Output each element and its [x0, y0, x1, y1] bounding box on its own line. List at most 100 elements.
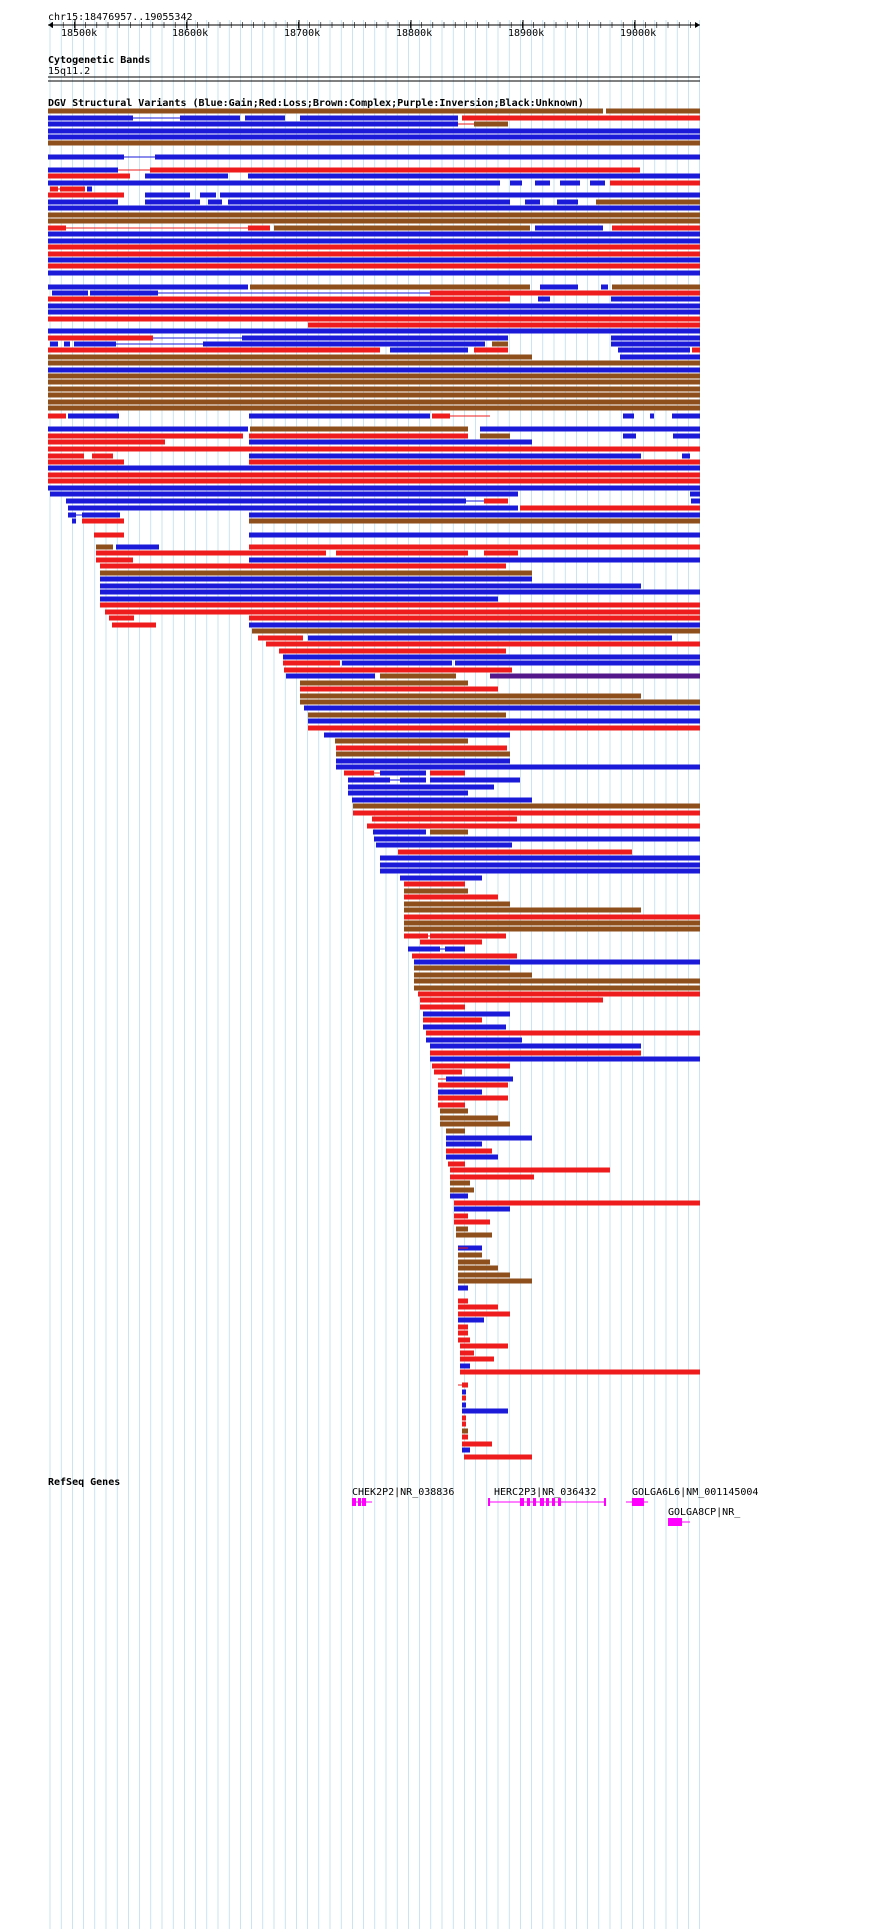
- sv-bar-gain: [286, 673, 375, 679]
- ruler-tick-label: 19000k: [620, 28, 657, 39]
- sv-bar-gain: [100, 596, 498, 602]
- gene-herc2p3-exon: [552, 1498, 555, 1506]
- sv-bar-loss: [336, 745, 507, 751]
- cytoband-label: 15q11.2: [48, 66, 91, 77]
- sv-bar-gain: [430, 777, 520, 783]
- sv-bar-gain: [400, 875, 482, 881]
- sv-bar-gain: [408, 946, 440, 952]
- sv-bar-loss: [450, 1174, 534, 1180]
- sv-bar-gain: [672, 413, 700, 419]
- ruler-tick-label: 18700k: [284, 28, 321, 39]
- sv-bar-loss: [249, 544, 700, 550]
- sv-bar-complex: [308, 712, 506, 718]
- sv-bar-gain: [376, 842, 512, 848]
- sv-bar-complex: [492, 341, 508, 347]
- sv-bar-gain: [380, 868, 700, 874]
- sv-bar-gain: [48, 426, 248, 432]
- sv-bar-gain: [72, 518, 76, 524]
- sv-bar-loss: [48, 225, 66, 231]
- sv-bar-loss: [367, 823, 700, 829]
- sv-bar-gain: [462, 1389, 466, 1395]
- sv-bar-gain: [458, 1317, 484, 1323]
- sv-bar-loss: [430, 770, 465, 776]
- sv-bar-loss: [464, 1454, 532, 1460]
- gene-label[interactable]: CHEK2P2|NR_038836: [352, 1487, 455, 1498]
- sv-bar-loss: [458, 1330, 468, 1336]
- sv-bar-loss: [438, 1102, 465, 1108]
- sv-bar-gain: [374, 836, 700, 842]
- sv-bar-complex: [606, 108, 700, 114]
- sv-bar-loss: [284, 667, 512, 673]
- sv-bar-loss: [48, 459, 124, 465]
- sv-bar-gain: [557, 199, 578, 205]
- sv-bar-gain: [611, 335, 700, 341]
- sv-bar-gain: [220, 192, 700, 198]
- sv-bar-loss: [94, 532, 124, 538]
- sv-bar-gain: [145, 173, 228, 179]
- sv-bar-gain: [673, 433, 700, 439]
- sv-bar-complex: [274, 225, 530, 231]
- sv-bar-complex: [440, 1108, 468, 1114]
- sv-bar-gain: [525, 199, 540, 205]
- sv-bar-gain: [66, 498, 466, 504]
- sv-bar-loss: [438, 1082, 508, 1088]
- sv-bar-gain: [623, 413, 634, 419]
- sv-bar-gain: [460, 1363, 470, 1369]
- sv-bar-loss: [450, 1167, 610, 1173]
- sv-bar-gain: [480, 426, 700, 432]
- sv-bar-gain: [308, 635, 672, 641]
- sv-bar-loss: [60, 186, 85, 192]
- sv-bar-gain: [68, 512, 76, 518]
- sv-bar-gain: [430, 1056, 700, 1062]
- sv-bar-complex: [458, 1259, 490, 1265]
- sv-bar-complex: [252, 628, 700, 634]
- sv-bar-loss: [610, 180, 700, 186]
- sv-bar-loss: [438, 1095, 508, 1101]
- sv-bar-gain: [430, 1043, 641, 1049]
- sv-bar-loss: [48, 335, 153, 341]
- gene-label[interactable]: HERC2P3|NR_036432: [494, 1487, 597, 1498]
- sv-bar-gain: [380, 770, 426, 776]
- sv-bar-gain: [48, 367, 700, 373]
- sv-bar-gain: [423, 1024, 506, 1030]
- sv-bar-complex: [458, 1252, 482, 1258]
- sv-bar-gain: [48, 465, 700, 471]
- ruler-tick-label: 18500k: [61, 28, 98, 39]
- sv-bar-loss: [474, 347, 508, 353]
- sv-bar-complex: [48, 399, 700, 405]
- sv-bar-gain: [324, 732, 510, 738]
- sv-bar-gain: [390, 347, 468, 353]
- sv-bar-gain: [348, 777, 390, 783]
- gene-chek2p2-exon: [352, 1498, 356, 1506]
- sv-bar-gain: [348, 790, 468, 796]
- sv-bar-gain: [454, 1206, 510, 1212]
- sv-bar-complex: [380, 673, 456, 679]
- sv-bar-gain: [48, 134, 700, 140]
- sv-bar-loss: [404, 933, 428, 939]
- sv-bar-gain: [48, 485, 700, 491]
- dgv-track-title: DGV Structural Variants (Blue:Gain;Red:L…: [48, 98, 584, 109]
- sv-bar-gain: [308, 718, 700, 724]
- sv-bar-loss: [423, 1017, 482, 1023]
- sv-bar-complex: [430, 829, 468, 835]
- sv-bar-loss: [412, 953, 517, 959]
- sv-bar-complex: [48, 108, 603, 114]
- sv-bar-complex: [474, 121, 508, 127]
- sv-bar-complex: [404, 920, 700, 926]
- sv-bar-gain: [145, 199, 200, 205]
- sv-bar-gain: [203, 341, 485, 347]
- sv-bar-gain: [48, 328, 700, 334]
- sv-bar-loss: [462, 115, 700, 121]
- sv-bar-loss: [432, 413, 450, 419]
- gene-label[interactable]: GOLGA6L6|NM_001145004: [632, 1487, 759, 1498]
- sv-bar-gain: [242, 335, 508, 341]
- gene-label[interactable]: GOLGA8CP|NR_: [668, 1507, 741, 1518]
- sv-bar-gain: [446, 1076, 513, 1082]
- sv-bar-loss: [248, 225, 270, 231]
- sv-bar-loss: [430, 1050, 641, 1056]
- sv-bar-loss: [105, 609, 700, 615]
- sv-bar-loss: [48, 192, 124, 198]
- sv-bar-complex: [414, 972, 532, 978]
- sv-bar-loss: [249, 615, 700, 621]
- sv-bar-gain: [228, 199, 510, 205]
